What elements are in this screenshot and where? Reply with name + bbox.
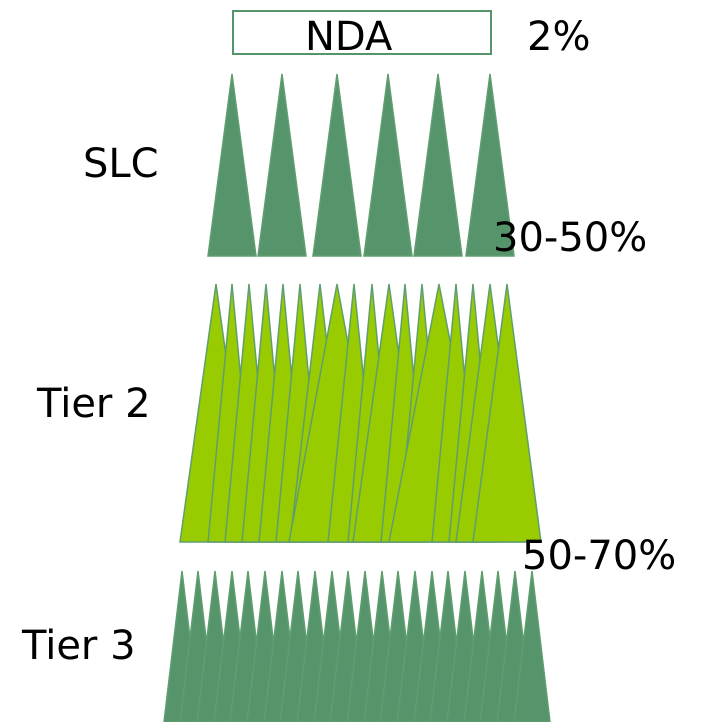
tier3-triangles	[163, 570, 551, 722]
nda-box	[232, 10, 492, 55]
slc-triangles	[207, 73, 515, 257]
tier2-triangle-18	[472, 283, 542, 543]
nda-label: NDA	[305, 14, 393, 60]
slc-triangle-2	[257, 73, 307, 257]
tier2-label: Tier 2	[37, 381, 151, 427]
tier2-percent: 50-70%	[522, 533, 677, 579]
tier3-label: Tier 3	[22, 623, 136, 669]
nda-percent: 2%	[527, 14, 591, 60]
slc-triangle-6	[465, 73, 515, 257]
tier3-triangle-22	[513, 570, 551, 722]
slc-triangle-1	[207, 73, 257, 257]
slc-triangle-5	[413, 73, 463, 257]
slc-label: SLC	[83, 141, 159, 187]
slc-triangle-4	[363, 73, 413, 257]
tier2-triangles	[179, 283, 542, 543]
slc-percent: 30-50%	[493, 215, 648, 261]
slc-triangle-3	[312, 73, 362, 257]
